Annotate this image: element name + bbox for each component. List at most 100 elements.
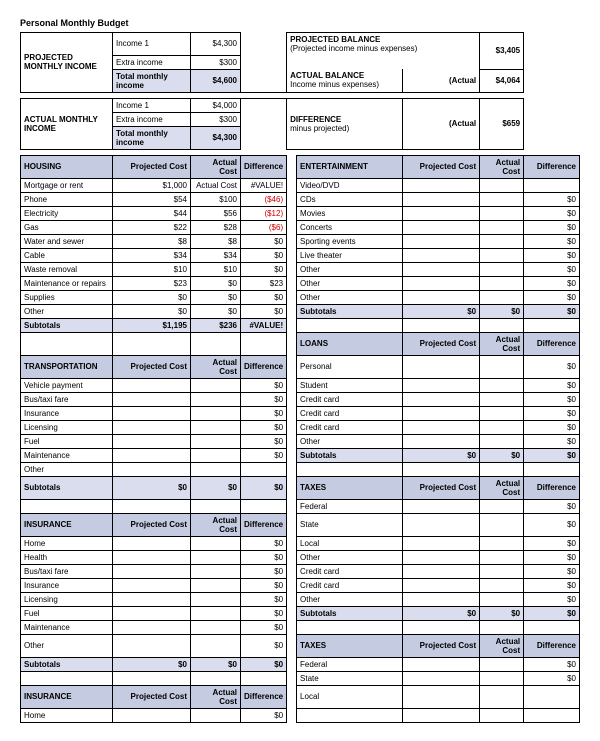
cell: $44	[113, 206, 191, 220]
cell	[480, 318, 524, 332]
cell	[113, 499, 191, 513]
cell: $0	[241, 550, 287, 564]
cell: Electricity	[21, 206, 113, 220]
cell: $0	[241, 592, 287, 606]
cell	[403, 550, 480, 564]
cell	[191, 564, 241, 578]
cell: $0	[524, 234, 580, 248]
cell: Other	[297, 550, 403, 564]
cell	[480, 406, 524, 420]
cell	[480, 671, 524, 685]
cell: State	[297, 513, 403, 536]
cell: Income 1	[113, 98, 191, 112]
cell	[403, 420, 480, 434]
cell: $0	[524, 304, 580, 318]
cell: $4,000	[191, 98, 241, 112]
cell	[241, 671, 287, 685]
cell: $0	[241, 620, 287, 634]
cell: $0	[241, 448, 287, 462]
cell: Local	[297, 685, 403, 708]
cell	[480, 578, 524, 592]
cell	[191, 620, 241, 634]
cell: Bus/taxi fare	[21, 392, 113, 406]
cell: $0	[524, 206, 580, 220]
cell: $23	[113, 276, 191, 290]
cell: Subtotals	[297, 448, 403, 462]
cell	[403, 564, 480, 578]
cell	[480, 248, 524, 262]
cell	[191, 434, 241, 448]
cell	[191, 420, 241, 434]
cell: (Actual	[403, 98, 480, 149]
cell	[113, 550, 191, 564]
cell: $0	[524, 392, 580, 406]
cell: Difference	[524, 476, 580, 499]
cell: ($6)	[241, 220, 287, 234]
cell	[480, 178, 524, 192]
cell: $0	[524, 276, 580, 290]
cell: Projected Cost	[113, 685, 191, 708]
cell	[480, 355, 524, 378]
cell	[403, 685, 480, 708]
cell: Federal	[297, 499, 403, 513]
cell	[21, 332, 113, 355]
cell: Projected Cost	[403, 634, 480, 657]
cell	[113, 462, 191, 476]
cell	[524, 620, 580, 634]
cell: CDs	[297, 192, 403, 206]
cell	[403, 406, 480, 420]
cell: $100	[191, 192, 241, 206]
cell: Projected Cost	[403, 332, 480, 355]
cell	[403, 220, 480, 234]
cell	[524, 318, 580, 332]
cell: $0	[524, 550, 580, 564]
cell: $0	[113, 476, 191, 499]
cell	[480, 392, 524, 406]
cell	[403, 206, 480, 220]
cell	[403, 671, 480, 685]
cell	[113, 406, 191, 420]
cell: Other	[297, 262, 403, 276]
cell	[480, 434, 524, 448]
cell: Bus/taxi fare	[21, 564, 113, 578]
cell: Difference	[241, 513, 287, 536]
cell	[480, 620, 524, 634]
cell: Actual Cost	[191, 685, 241, 708]
cell	[480, 378, 524, 392]
cell: Subtotals	[21, 657, 113, 671]
cell: $0	[241, 657, 287, 671]
cell: Water and sewer	[21, 234, 113, 248]
cell: Actual Cost	[480, 476, 524, 499]
proj-balance-label: PROJECTED BALANCE (Projected income minu…	[287, 33, 480, 56]
cell	[191, 708, 241, 722]
actual-balance-label: ACTUAL BALANCE Income minus expenses)	[287, 69, 403, 92]
cell	[480, 513, 524, 536]
cell: $22	[113, 220, 191, 234]
cell	[191, 406, 241, 420]
cell: Credit card	[297, 406, 403, 420]
cell: $10	[191, 262, 241, 276]
cell: Actual Cost	[191, 513, 241, 536]
cell: $0	[524, 578, 580, 592]
cell	[241, 462, 287, 476]
cell: Personal	[297, 355, 403, 378]
cell	[403, 378, 480, 392]
cell: ($46)	[241, 192, 287, 206]
cell	[403, 318, 480, 332]
cell: $8	[113, 234, 191, 248]
actual-balance-val: $4,064	[480, 69, 524, 92]
cell	[113, 420, 191, 434]
cell: State	[297, 671, 403, 685]
cell: Insurance	[21, 406, 113, 420]
cell	[524, 178, 580, 192]
cell: Other	[21, 634, 113, 657]
cell: $0	[524, 434, 580, 448]
cell	[403, 355, 480, 378]
cell: Federal	[297, 657, 403, 671]
cell: $0	[241, 634, 287, 657]
cell	[403, 434, 480, 448]
cell	[241, 499, 287, 513]
cell: Difference	[524, 332, 580, 355]
cell	[113, 606, 191, 620]
cell: Subtotals	[21, 318, 113, 332]
